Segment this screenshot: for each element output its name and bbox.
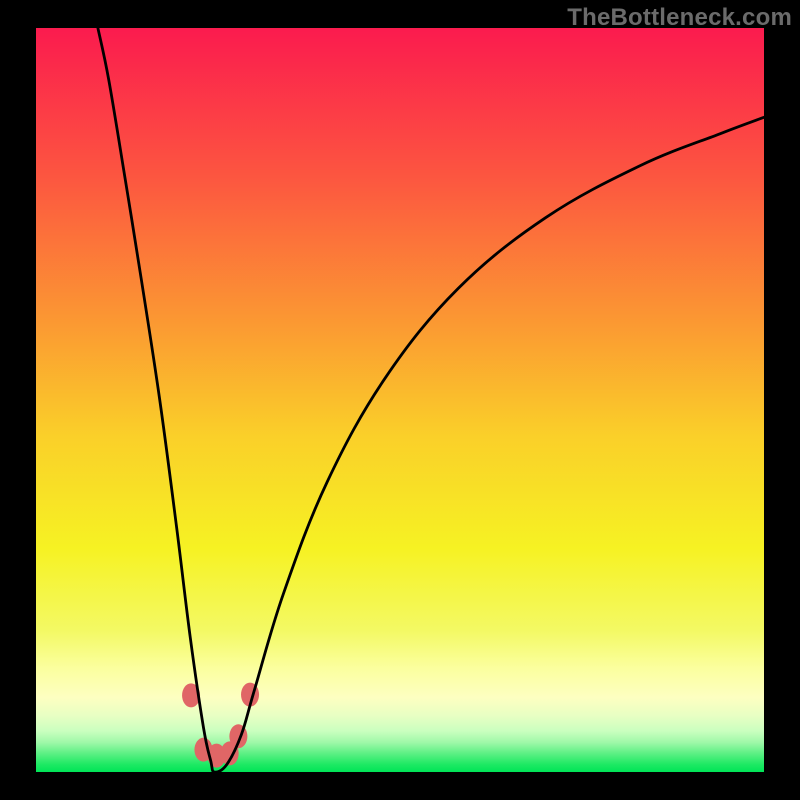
chart-stage: TheBottleneck.com xyxy=(0,0,800,800)
plot-background xyxy=(36,28,764,772)
watermark-text: TheBottleneck.com xyxy=(567,4,792,32)
chart-svg xyxy=(0,0,800,800)
